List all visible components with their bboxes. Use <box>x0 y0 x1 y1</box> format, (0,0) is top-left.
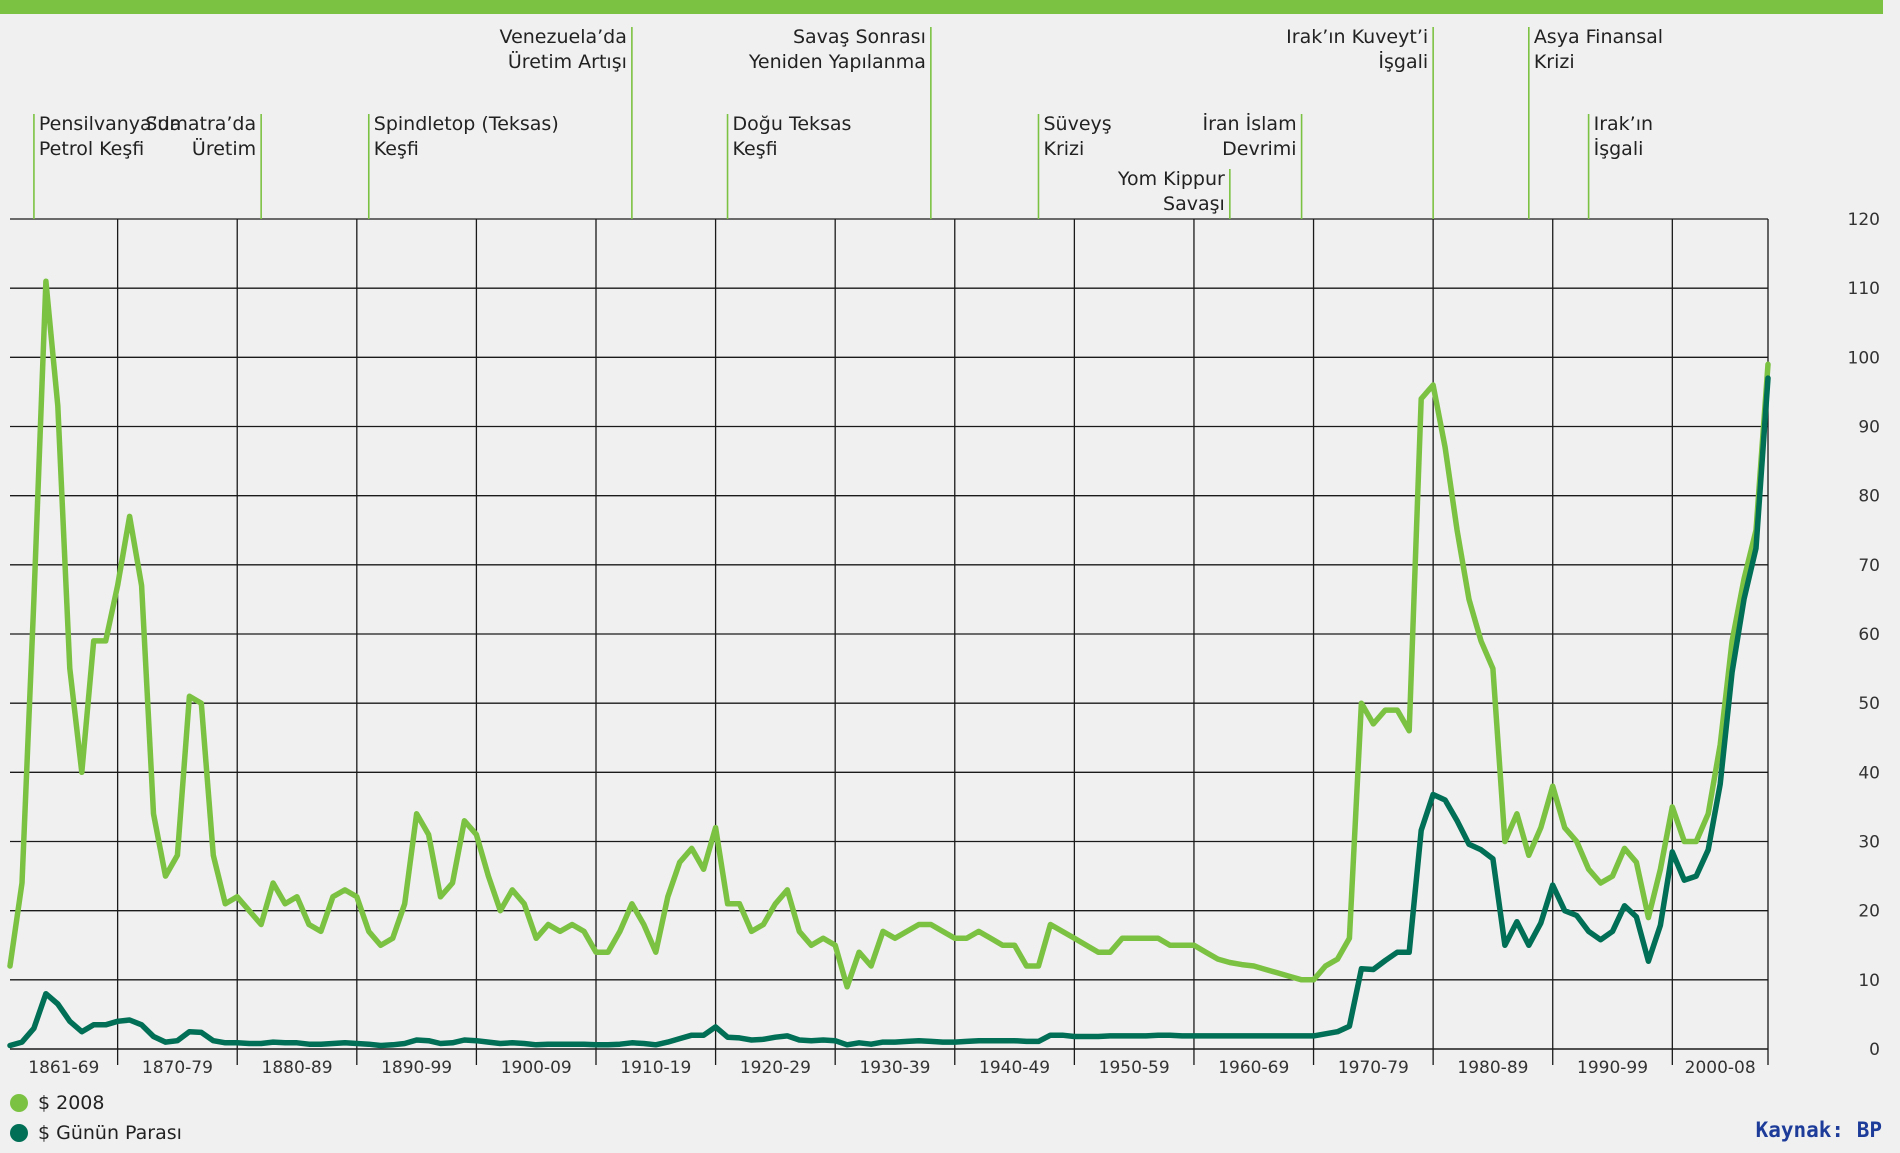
annotation-text: İşgali <box>1594 137 1644 160</box>
y-tick-label: 60 <box>1858 625 1880 645</box>
y-tick-label: 100 <box>1848 348 1880 368</box>
top-bar <box>0 0 1883 14</box>
annotation-text: Pensilvanya’da <box>39 113 182 135</box>
legend-label-2008: $ 2008 <box>38 1092 105 1114</box>
y-tick-label: 70 <box>1858 556 1880 576</box>
x-tick-label: 1930-39 <box>859 1058 930 1078</box>
annotation-text: Venezuela’da <box>500 26 627 48</box>
legend-item-nominal: $ Günün Parası <box>10 1118 182 1148</box>
x-tick-label: 1910-19 <box>620 1058 691 1078</box>
annotation-text: Keşfi <box>374 138 419 160</box>
y-tick-label: 80 <box>1858 487 1880 507</box>
series-line-2008 <box>7 278 1771 990</box>
annotation-text: Keşfi <box>733 138 778 160</box>
legend-item-2008: $ 2008 <box>10 1088 182 1118</box>
y-tick-label: 50 <box>1858 694 1880 714</box>
annotation-text: Irak’ın <box>1594 113 1653 135</box>
annotation-text: Sumatra’da <box>145 113 256 135</box>
series-line-nominal <box>7 375 1771 1049</box>
x-tick-label: 1950-59 <box>1099 1058 1170 1078</box>
x-tick-label: 1990-99 <box>1577 1058 1648 1078</box>
annotation-text: Savaş Sonrası <box>793 26 926 48</box>
annotation-text: Üretim <box>192 137 256 160</box>
x-tick-label: 1890-99 <box>381 1058 452 1078</box>
annotation-text: Savaşı <box>1163 193 1225 215</box>
x-tick-label: 1870-79 <box>142 1058 213 1078</box>
x-tick-label: 1880-89 <box>262 1058 333 1078</box>
x-tick-label: 1940-49 <box>979 1058 1050 1078</box>
y-tick-label: 10 <box>1858 971 1880 991</box>
annotation-text: Süveyş <box>1043 113 1111 135</box>
annotation-text: Devrimi <box>1222 138 1296 160</box>
annotation-text: İşgali <box>1378 50 1428 73</box>
source-label: Kaynak: BP <box>1755 1118 1882 1142</box>
legend-swatch-nominal <box>10 1124 28 1142</box>
annotation-text: Doğu Teksas <box>733 113 852 135</box>
y-tick-label: 20 <box>1858 902 1880 922</box>
legend-swatch-2008 <box>10 1094 28 1112</box>
y-tick-label: 110 <box>1848 279 1880 299</box>
x-tick-label: 1900-09 <box>501 1058 572 1078</box>
legend-label-nominal: $ Günün Parası <box>38 1122 182 1144</box>
annotation-text: Asya Finansal <box>1534 26 1663 48</box>
y-tick-label: 0 <box>1869 1040 1880 1060</box>
annotation-text: Üretim Artışı <box>508 50 627 73</box>
legend: $ 2008 $ Günün Parası <box>10 1088 182 1148</box>
y-tick-label: 40 <box>1858 763 1880 783</box>
x-tick-label: 1861-69 <box>28 1058 99 1078</box>
x-tick-label: 2000-08 <box>1685 1058 1756 1078</box>
annotation-text: İran İslam <box>1203 112 1297 135</box>
y-tick-label: 90 <box>1858 418 1880 438</box>
x-tick-label: 1970-79 <box>1338 1058 1409 1078</box>
annotation-text: Yeniden Yapılanma <box>748 51 926 73</box>
x-tick-label: 1920-29 <box>740 1058 811 1078</box>
x-tick-label: 1960-69 <box>1218 1058 1289 1078</box>
annotation-text: Krizi <box>1043 138 1084 160</box>
annotation-text: Petrol Keşfi <box>39 138 144 160</box>
annotation-text: Spindletop (Teksas) <box>374 113 559 135</box>
y-tick-label: 120 <box>1848 210 1880 230</box>
annotation-text: Krizi <box>1534 51 1575 73</box>
annotation-text: Yom Kippur <box>1117 168 1225 190</box>
x-tick-label: 1980-89 <box>1457 1058 1528 1078</box>
y-tick-label: 30 <box>1858 833 1880 853</box>
annotation-text: Irak’ın Kuveyt’i <box>1286 26 1428 48</box>
